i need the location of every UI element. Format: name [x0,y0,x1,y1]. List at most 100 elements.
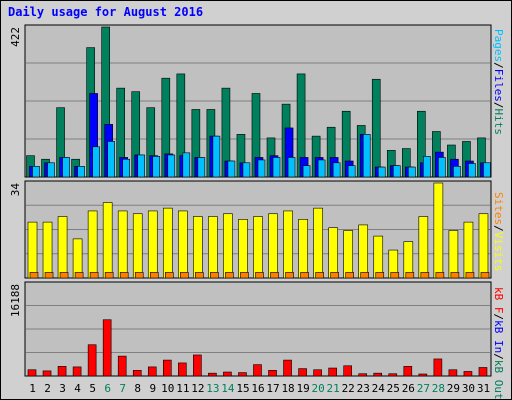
sites-bar [405,272,415,279]
sites-bar [89,272,99,279]
pages-bar [32,166,40,178]
day-label: 22 [342,382,355,395]
pages-bar [272,157,281,178]
pages-bar [257,159,266,178]
day-label: 30 [462,382,475,395]
sites-bar [300,272,309,279]
kbf-bar [162,359,172,377]
pages-bar [438,157,446,178]
visits-bar [268,213,278,279]
pages-bar [107,141,115,178]
day-label: 1 [29,382,36,395]
day-label: 4 [74,382,81,395]
sites-bar [225,272,234,279]
day-label: 16 [251,382,264,395]
sites-bar [119,272,129,279]
legend-hits-files-pages-part: / [492,102,505,109]
day-label: 29 [447,382,460,395]
day-label: 20 [312,382,325,395]
visits-bar [283,210,293,279]
visits-bar [478,213,489,279]
legend-hits-files-pages-part: Hits [492,109,505,136]
kbf-bar [253,364,262,377]
visits-bar [178,210,188,279]
sites-bar [450,272,460,279]
legend-hits-files-pages-part: Files [492,69,505,102]
pages-bar [137,154,146,178]
kbf-bar [223,371,232,377]
kbf-bar [373,372,383,377]
kbf-bar [208,372,217,377]
legend-hits-files-pages: Pages/Files/Hits [492,29,505,135]
pages-bar [77,166,85,178]
sites-bar [210,272,219,279]
kbf-bar [117,355,127,377]
pages-bar [227,160,236,178]
pages-bar [302,165,311,178]
visits-bar [87,210,98,279]
sites-bar [465,272,475,279]
sites-bar [420,272,430,279]
kbf-bar [27,369,37,377]
sites-bar [180,272,189,279]
legend-sites-visits-part: Visits [492,232,505,272]
pages-bar [167,154,176,178]
pages-bar [362,134,371,178]
legend-kbytes-part: kB F [492,287,505,314]
sites-bar [240,272,249,279]
day-label: 27 [417,382,430,395]
sites-bar [315,272,324,279]
pages-bar [122,158,130,178]
pages-bar [287,157,296,178]
day-label: 13 [206,382,219,395]
visits-bar [298,219,308,279]
chart-title: Daily usage for August 2016 [8,5,204,19]
visits-bar [57,216,68,279]
day-label: 28 [432,382,445,395]
visits-bar [162,207,173,279]
kbf-bar [403,366,413,377]
kbf-bar [433,358,443,377]
day-label: 23 [357,382,370,395]
legend-kbytes-part: / [492,314,505,321]
kbf-bar [87,344,97,377]
sites-bar [134,272,144,279]
sites-bar [360,272,370,279]
visits-bar [42,221,53,279]
pages-bar [377,166,386,178]
day-label: 9 [149,382,156,395]
pages-bar [47,162,55,178]
pages-bar [212,135,221,178]
pages-bar [92,146,100,178]
pages-bar [483,162,491,178]
kbf-bar [238,372,247,377]
visits-bar [208,216,218,279]
day-label: 6 [104,382,111,395]
pages-bar [242,162,251,178]
legend-kbytes-part: / [492,353,505,360]
day-label: 8 [134,382,141,395]
legend-sites-visits-part: Sites [492,192,505,225]
kbf-bar [343,365,352,377]
day-label: 10 [161,382,174,395]
legend-kbytes: kB F/kB In/kB Out [492,287,505,399]
visits-bar [238,219,248,279]
visits-bar [102,202,113,279]
day-label: 26 [402,382,415,395]
visits-bar [193,216,203,279]
visits-bar [253,216,263,279]
visits-bar [433,182,444,279]
legend-sites-visits-part: / [492,225,505,232]
day-label: 24 [372,382,386,395]
visits-bar [463,221,474,279]
kbf-bar [448,369,458,377]
sites-bar [104,272,114,279]
kbf-bar [463,371,473,377]
day-label: 2 [44,382,51,395]
visits-bar [27,221,38,279]
day-label: 25 [387,382,400,395]
day-label: 14 [221,382,235,395]
sites-bar [164,272,174,279]
visits-bar [358,224,369,279]
day-label: 5 [89,382,96,395]
